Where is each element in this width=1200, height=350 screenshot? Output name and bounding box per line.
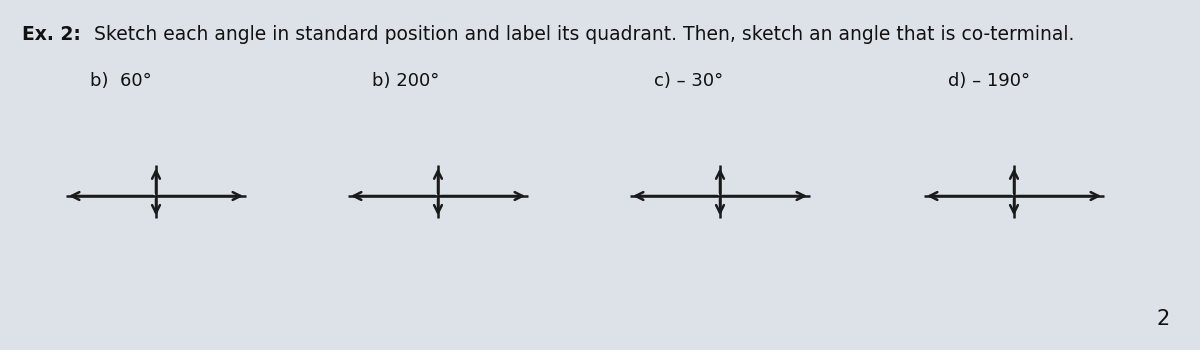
Text: b) 200°: b) 200° [372, 71, 439, 90]
Text: d) – 190°: d) – 190° [948, 71, 1030, 90]
Text: 2: 2 [1157, 309, 1170, 329]
Text: c) – 30°: c) – 30° [654, 71, 724, 90]
Text: b)  60°: b) 60° [90, 71, 151, 90]
Text: Ex. 2:: Ex. 2: [22, 25, 80, 43]
Text: Sketch each angle in standard position and label its quadrant. Then, sketch an a: Sketch each angle in standard position a… [88, 25, 1074, 43]
